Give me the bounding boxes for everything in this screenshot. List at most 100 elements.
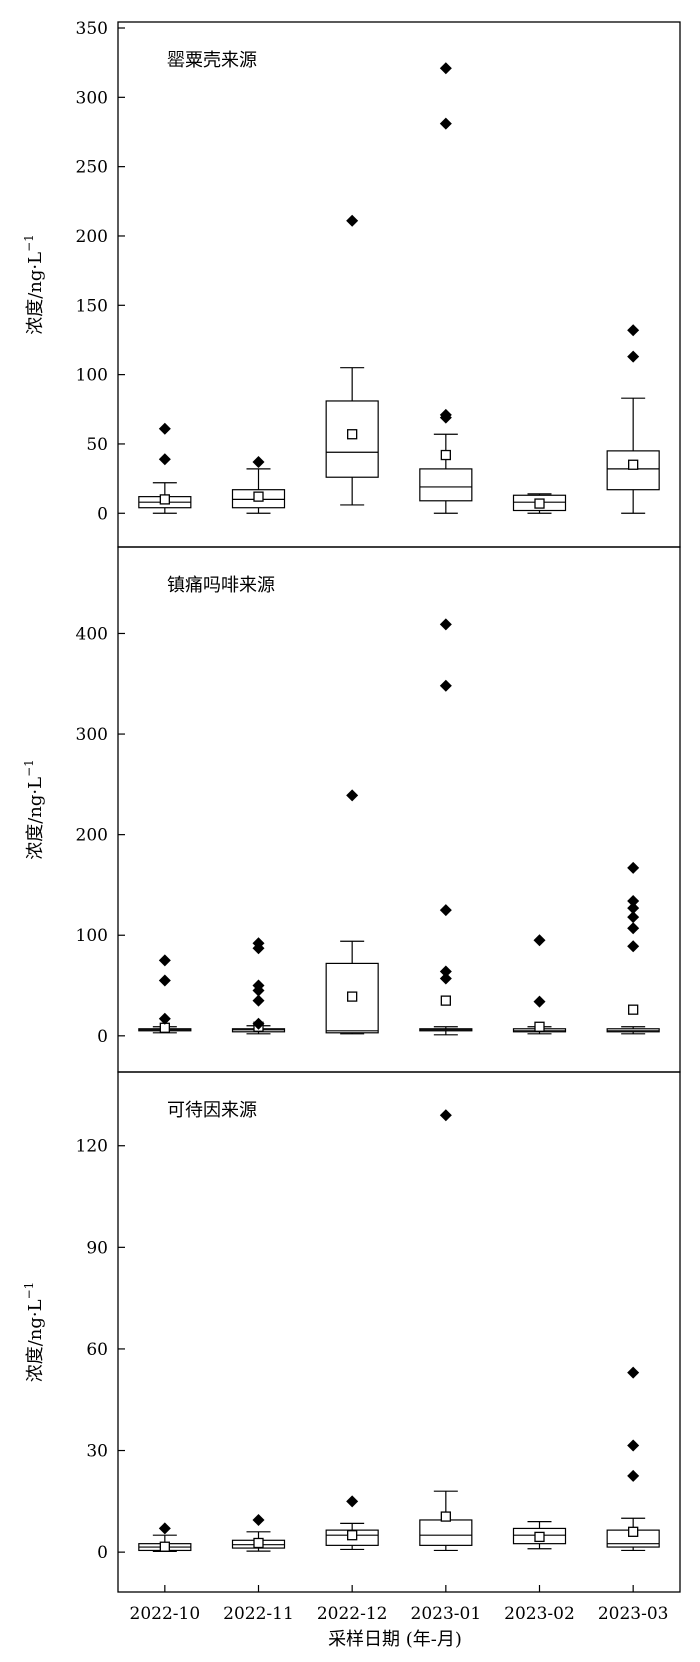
y-tick-label: 50 <box>86 435 108 455</box>
y-axis-label: 浓度/ng·L−1 <box>22 759 46 860</box>
outlier-point <box>627 940 640 953</box>
outlier-point <box>439 972 452 985</box>
box-2023-02 <box>512 934 567 1035</box>
x-tick-label: 2022-10 <box>130 1604 201 1624</box>
y-tick-label: 350 <box>76 19 108 39</box>
plot-frame <box>117 21 681 548</box>
box-2022-11 <box>231 1513 286 1552</box>
outlier-point <box>439 117 452 130</box>
box-2023-03 <box>606 861 660 1035</box>
outlier-point <box>346 789 359 802</box>
plot-frame <box>117 546 681 1073</box>
outlier-point <box>439 411 452 424</box>
outlier-point <box>252 994 265 1007</box>
box-2022-12 <box>325 214 379 506</box>
y-tick-label: 250 <box>76 158 108 178</box>
mean-marker <box>347 429 358 440</box>
outlier-point <box>627 922 640 935</box>
mean-marker <box>628 459 639 470</box>
outlier-point <box>252 455 265 468</box>
y-tick-label: 0 <box>97 1027 108 1047</box>
outlier-point <box>627 1439 640 1452</box>
outlier-point <box>158 1522 171 1535</box>
panel-title: 镇痛吗啡来源 <box>167 575 275 596</box>
x-axis-label: 采样日期 (年-月) <box>328 1629 462 1650</box>
x-tick-label: 2023-03 <box>598 1604 669 1624</box>
y-tick-label: 300 <box>76 725 108 745</box>
mean-marker <box>347 1530 358 1541</box>
box-2023-02 <box>512 1521 567 1550</box>
mean-marker <box>534 498 545 509</box>
outlier-point <box>627 895 640 908</box>
y-tick-label: 200 <box>76 826 108 846</box>
y-tick-label: 100 <box>76 926 108 946</box>
y-tick-label: 200 <box>76 227 108 247</box>
outlier-point <box>439 1109 452 1122</box>
outlier-point <box>627 350 640 363</box>
mean-marker <box>534 1531 545 1543</box>
box-2023-01 <box>419 1109 473 1552</box>
outlier-point <box>627 1469 640 1482</box>
y-axis-label: 浓度/ng·L−1 <box>22 1282 46 1383</box>
x-tick-label: 2022-12 <box>317 1604 388 1624</box>
y-tick-label: 30 <box>86 1442 108 1462</box>
outlier-point <box>627 911 640 924</box>
mean-marker <box>253 491 264 502</box>
outlier-point <box>346 1495 359 1508</box>
mean-marker <box>440 1511 451 1522</box>
y-tick-label: 300 <box>76 88 108 108</box>
y-tick-label: 150 <box>76 296 108 316</box>
panel-title: 可待因来源 <box>167 1100 257 1121</box>
outlier-point <box>627 1366 640 1379</box>
outlier-point <box>346 214 359 227</box>
outlier-point <box>252 942 265 955</box>
outlier-point <box>252 984 265 997</box>
y-tick-label: 400 <box>76 624 108 644</box>
mean-marker <box>440 995 451 1006</box>
iqr-box <box>419 468 473 502</box>
mean-marker <box>253 1537 264 1549</box>
outlier-point <box>439 679 452 692</box>
box-2022-12 <box>325 789 379 1035</box>
outlier-point <box>158 954 171 967</box>
outlier-point <box>439 618 452 631</box>
box-2022-11 <box>231 937 286 1035</box>
box-2022-10 <box>138 954 192 1034</box>
outlier-point <box>627 902 640 915</box>
outlier-point <box>533 995 546 1008</box>
mean-marker <box>534 1021 545 1032</box>
x-axis: 2022-10 2022-11 2022-12 2023-01 2023-02 2023-… <box>130 1585 669 1624</box>
outlier-point <box>252 1513 265 1526</box>
box-2023-03 <box>606 324 660 514</box>
outlier-point <box>627 861 640 874</box>
outlier-point <box>252 1017 265 1030</box>
box-2023-01 <box>419 618 473 1036</box>
box-2023-03 <box>606 1366 660 1552</box>
x-tick-label: 2023-01 <box>411 1604 482 1624</box>
y-tick-label: 90 <box>86 1238 108 1258</box>
box-2023-01 <box>419 62 473 514</box>
box-2022-11 <box>231 455 286 514</box>
panel-title: 罂粟壳来源 <box>167 50 257 71</box>
box-2022-10 <box>138 1522 192 1553</box>
chart-panels: 050100150200250300350罂粟壳来源浓度/ng·L−101002… <box>22 19 681 1593</box>
outlier-point <box>439 965 452 978</box>
y-tick-label: 100 <box>76 366 108 386</box>
x-tick-label: 2022-11 <box>223 1604 294 1624</box>
iqr-box <box>606 450 660 491</box>
mean-marker <box>628 1004 639 1015</box>
iqr-box <box>419 1519 473 1546</box>
outlier-point <box>439 904 452 917</box>
outlier-point <box>158 1012 171 1025</box>
y-axis-label: 浓度/ng·L−1 <box>22 234 46 335</box>
y-tick-label: 60 <box>86 1340 108 1360</box>
outlier-point <box>627 324 640 337</box>
mean-marker <box>347 991 358 1002</box>
outlier-point <box>158 453 171 466</box>
box-2023-02 <box>512 493 567 514</box>
y-tick-label: 120 <box>76 1137 108 1157</box>
